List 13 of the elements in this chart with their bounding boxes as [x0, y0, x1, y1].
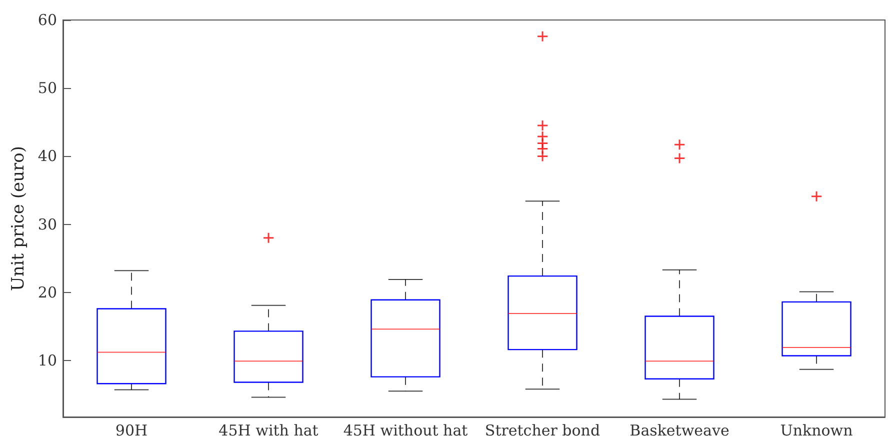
x-tick-label: 45H with hat: [218, 422, 318, 440]
x-tick-label: 45H without hat: [343, 422, 468, 440]
y-tick-label: 10: [38, 351, 57, 370]
y-axis-title: Unit price (euro): [8, 146, 28, 292]
x-tick-label: Stretcher bond: [484, 422, 600, 440]
x-tick-label: 90H: [115, 422, 148, 440]
x-tick-label: Basketweave: [630, 422, 730, 440]
y-tick-label: 60: [38, 11, 57, 29]
y-tick-label: 40: [38, 147, 57, 166]
y-tick-label: 50: [38, 79, 57, 98]
x-tick-label: Unknown: [780, 422, 854, 440]
y-tick-label: 30: [38, 215, 57, 234]
y-tick-label: 20: [38, 283, 57, 302]
